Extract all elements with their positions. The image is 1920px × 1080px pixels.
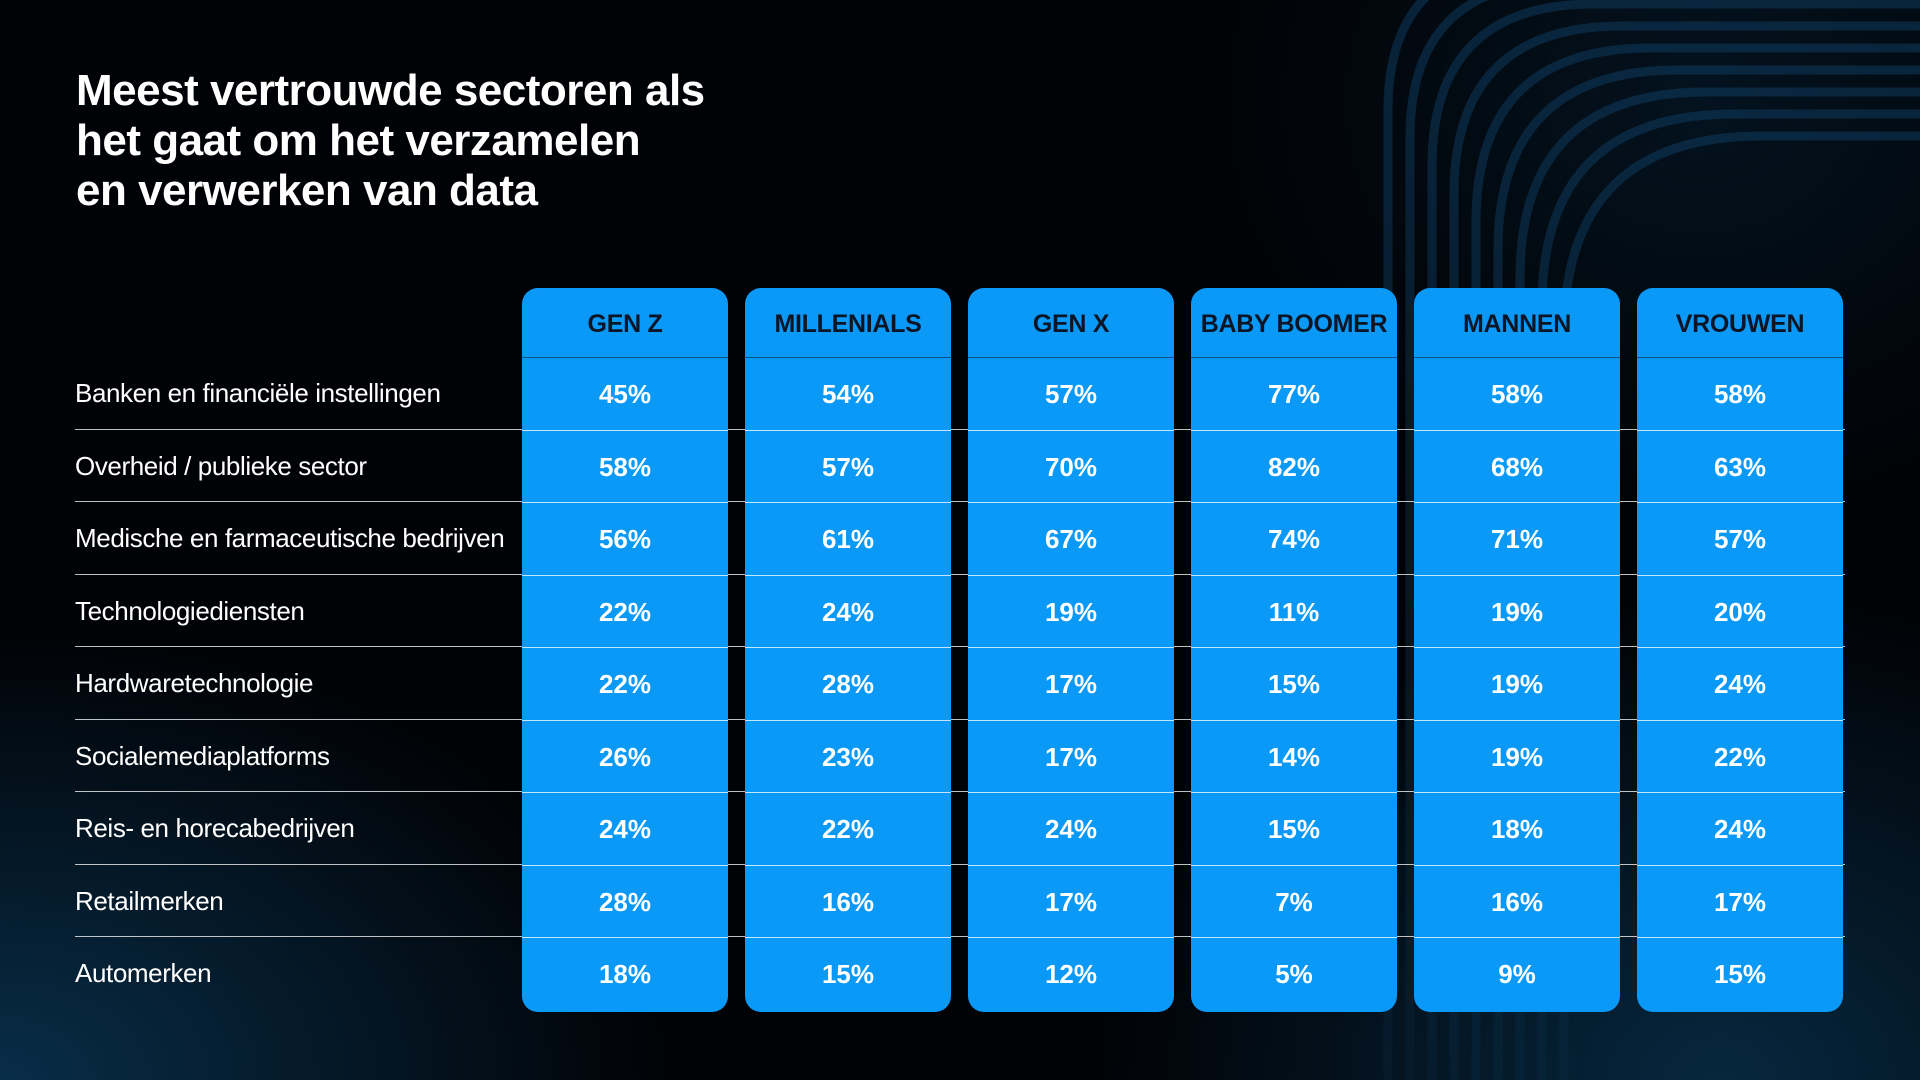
title-line-1: Meest vertrouwde sectoren als bbox=[76, 66, 705, 115]
data-cell: 57% bbox=[968, 358, 1174, 431]
data-column: MANNEN 58% 68% 71% 19% 19% 19% 18% 16% 9% bbox=[1414, 288, 1620, 1012]
data-cell: 71% bbox=[1414, 503, 1620, 576]
data-cell: 18% bbox=[598, 959, 652, 989]
data-cell: 28% bbox=[522, 866, 728, 938]
data-cell: 15% bbox=[1713, 959, 1767, 989]
column-header: VROUWEN bbox=[1637, 288, 1843, 358]
data-cell: 16% bbox=[745, 866, 951, 938]
column-header: MANNEN bbox=[1414, 288, 1620, 358]
column-header: MILLENIALS bbox=[745, 288, 951, 358]
decor-frame-line bbox=[1427, 0, 1920, 1080]
page-title: Meest vertrouwde sectoren als het gaat o… bbox=[76, 66, 776, 216]
data-cell: 22% bbox=[1637, 721, 1843, 793]
data-cell: 7% bbox=[1191, 866, 1397, 938]
row-label: Retailmerken bbox=[75, 865, 1845, 937]
data-cell: 24% bbox=[1637, 648, 1843, 721]
data-cell: 82% bbox=[1191, 431, 1397, 503]
data-cell: 22% bbox=[522, 648, 728, 721]
row-label: Automerken bbox=[75, 958, 212, 988]
data-cell: 56% bbox=[522, 503, 728, 576]
column-header: GEN Z bbox=[522, 288, 728, 358]
row-label: Socialemediaplatforms bbox=[75, 720, 1845, 792]
row-label: Hardwaretechnologie bbox=[75, 647, 1845, 720]
data-cell: 67% bbox=[968, 503, 1174, 576]
data-cell: 24% bbox=[745, 576, 951, 648]
data-column: MILLENIALS 54% 57% 61% 24% 28% 23% 22% 16% 15% bbox=[745, 288, 951, 1012]
data-cell: 15% bbox=[821, 959, 875, 989]
data-cell: 22% bbox=[522, 576, 728, 648]
data-cell: 45% bbox=[522, 358, 728, 431]
data-cell: 26% bbox=[522, 721, 728, 793]
decor-frame-line bbox=[1449, 21, 1920, 1080]
data-cell: 12% bbox=[1044, 959, 1098, 989]
decor-frame-line bbox=[1405, 0, 1489, 1080]
data-cell: 58% bbox=[522, 431, 728, 503]
data-column: VROUWEN 58% 63% 57% 20% 24% 22% 24% 17% 15% bbox=[1637, 288, 1843, 1012]
decor-frame-line bbox=[1471, 43, 1920, 1080]
data-cell: 5% bbox=[1275, 959, 1313, 989]
data-cell: 19% bbox=[1414, 576, 1620, 648]
row-labels: Banken en financiële instellingen Overhei… bbox=[75, 357, 1845, 1010]
title-line-3: en verwerken van data bbox=[76, 166, 538, 215]
data-cell: 63% bbox=[1637, 431, 1843, 503]
data-cell: 16% bbox=[1414, 866, 1620, 938]
data-column: GEN Z 45% 58% 56% 22% 22% 26% 24% 28% 18% bbox=[522, 288, 728, 1012]
data-cell: 20% bbox=[1637, 576, 1843, 648]
data-cell: 24% bbox=[522, 793, 728, 866]
data-cell: 74% bbox=[1191, 503, 1397, 576]
data-cell: 17% bbox=[1637, 866, 1843, 938]
data-column: BABY BOOMER 77% 82% 74% 11% 15% 14% 15% 7% 5% bbox=[1191, 288, 1397, 1012]
data-cell: 61% bbox=[745, 503, 951, 576]
decor-frame-line bbox=[1493, 65, 1920, 1080]
data-cell: 14% bbox=[1191, 721, 1397, 793]
row-label: Medische en farmaceutische bedrijven bbox=[75, 502, 1845, 575]
data-cell: 19% bbox=[1414, 648, 1620, 721]
column-header: BABY BOOMER bbox=[1191, 288, 1397, 358]
row-label: Banken en financiële instellingen bbox=[75, 357, 1845, 430]
data-cell: 24% bbox=[968, 793, 1174, 866]
data-cell: 9% bbox=[1498, 959, 1536, 989]
title-line-2: het gaat om het verzamelen bbox=[76, 116, 641, 165]
data-cell: 15% bbox=[1191, 793, 1397, 866]
data-cell: 17% bbox=[968, 721, 1174, 793]
data-cell: 54% bbox=[745, 358, 951, 431]
data-column: GEN X 57% 70% 67% 19% 17% 17% 24% 17% 12% bbox=[968, 288, 1174, 1012]
column-header: GEN X bbox=[968, 288, 1174, 358]
data-cell: 15% bbox=[1191, 648, 1397, 721]
decor-frame-line bbox=[1515, 87, 1920, 1080]
data-cell: 57% bbox=[1637, 503, 1843, 576]
data-cell: 57% bbox=[745, 431, 951, 503]
data-cell: 70% bbox=[968, 431, 1174, 503]
data-cell: 28% bbox=[745, 648, 951, 721]
data-cell: 23% bbox=[745, 721, 951, 793]
decor-frame-line bbox=[1383, 0, 1430, 1080]
data-cell: 19% bbox=[1414, 721, 1620, 793]
data-cell: 24% bbox=[1637, 793, 1843, 866]
data-cell: 11% bbox=[1191, 576, 1397, 648]
row-label: Overheid / publieke sector bbox=[75, 430, 1845, 502]
row-label: Reis- en horecabedrijven bbox=[75, 792, 1845, 865]
data-cell: 17% bbox=[968, 648, 1174, 721]
row-label: Technologiediensten bbox=[75, 575, 1845, 647]
data-cell: 77% bbox=[1191, 358, 1397, 431]
data-cell: 68% bbox=[1414, 431, 1620, 503]
decor-frame-line bbox=[1537, 109, 1920, 1080]
data-cell: 17% bbox=[968, 866, 1174, 938]
data-cell: 22% bbox=[745, 793, 951, 866]
data-cell: 58% bbox=[1414, 358, 1620, 431]
data-cell: 19% bbox=[968, 576, 1174, 648]
data-cell: 18% bbox=[1414, 793, 1620, 866]
data-cell: 58% bbox=[1637, 358, 1843, 431]
